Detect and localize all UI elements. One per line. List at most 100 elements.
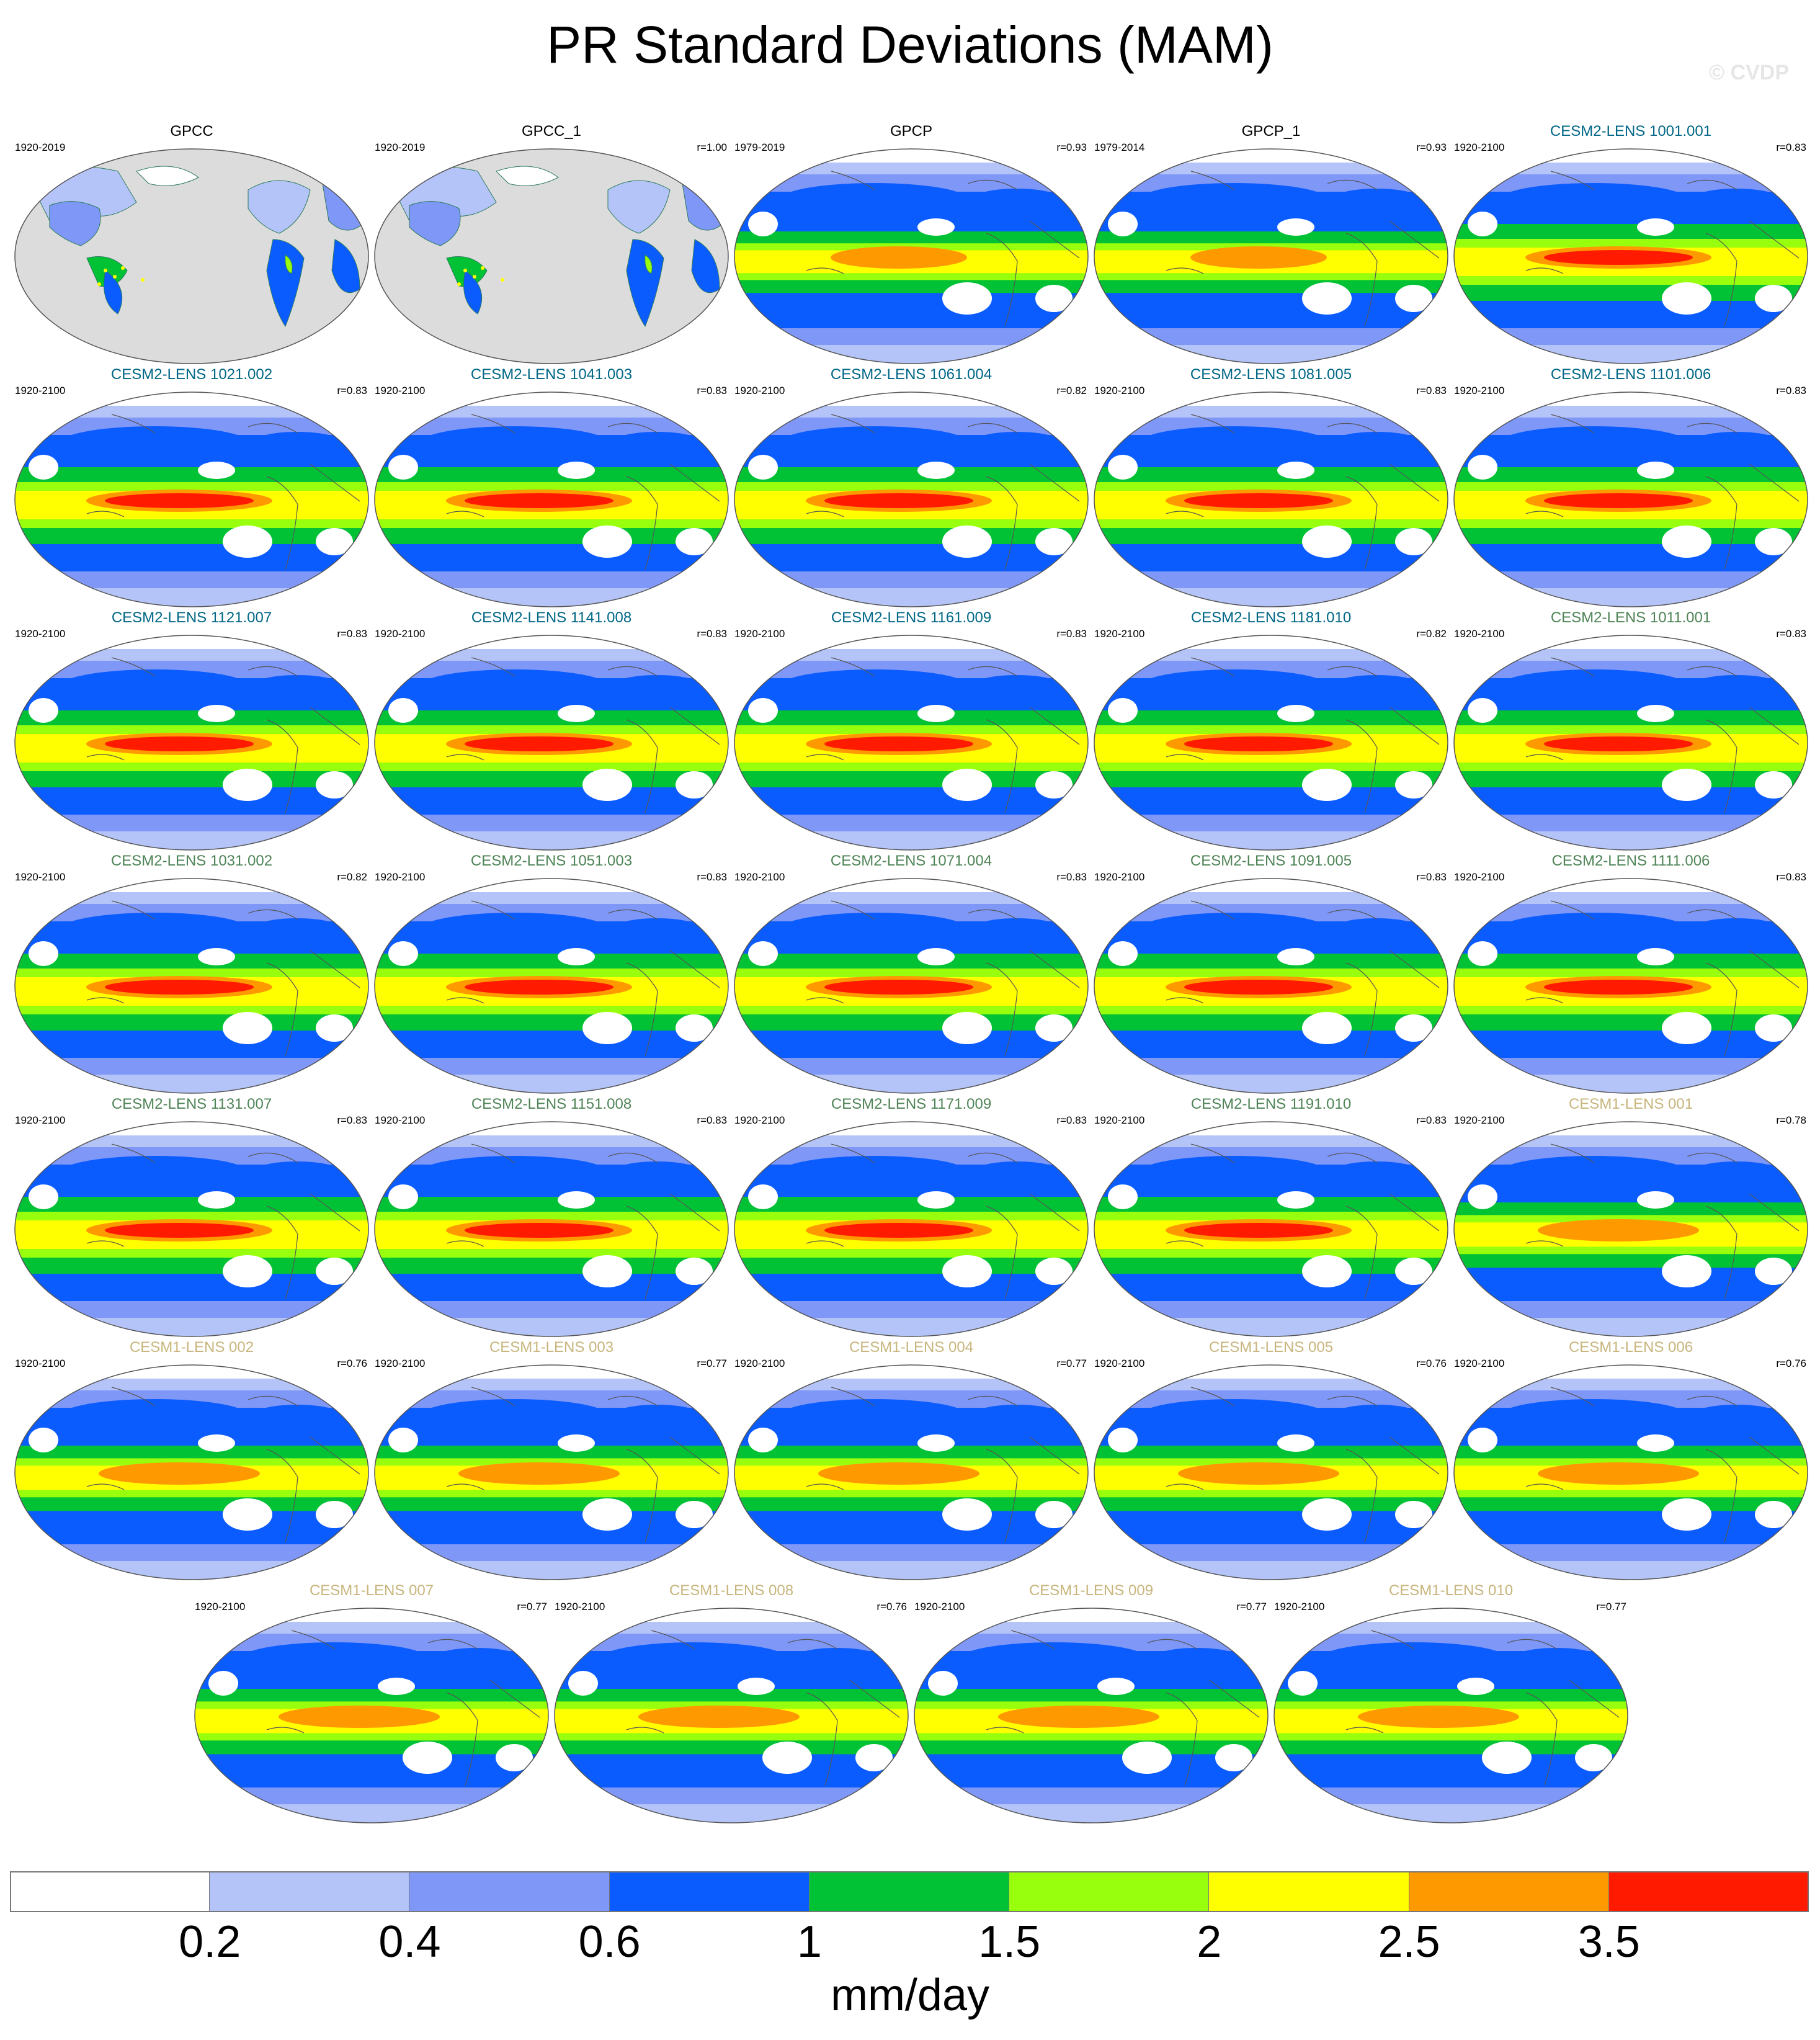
dry-zone xyxy=(582,526,632,558)
dry-zone xyxy=(316,1258,353,1285)
dry-zone xyxy=(1662,282,1711,315)
panel-title: CESM2-LENS 1161.009 xyxy=(831,609,992,626)
map-field xyxy=(375,879,728,1093)
map-field xyxy=(375,1122,728,1336)
coastline xyxy=(446,1483,484,1490)
map-panel: CESM2-LENS 1001.001 1920-2100 r=0.83 xyxy=(1452,123,1810,366)
world-map xyxy=(734,391,1089,607)
coastline xyxy=(248,1152,298,1163)
tropical-max xyxy=(1184,980,1333,995)
coastline xyxy=(1345,476,1378,570)
dry-zone xyxy=(1575,1744,1612,1771)
world-map xyxy=(1274,1608,1628,1823)
panel-title: CESM1-LENS 007 xyxy=(309,1582,434,1599)
coastline xyxy=(626,1449,658,1543)
tropical-max xyxy=(465,1223,613,1238)
storm-track xyxy=(248,675,347,702)
coastline xyxy=(266,1449,298,1543)
map-panel: CESM2-LENS 1191.010 1920-2100 r=0.83 xyxy=(1092,1096,1450,1339)
coastline xyxy=(669,707,720,745)
panel-correlation: r=0.83 xyxy=(337,385,367,396)
map-outline xyxy=(374,878,729,1094)
coastline xyxy=(1705,719,1737,813)
coastline xyxy=(111,1387,156,1407)
coastline xyxy=(111,1143,156,1163)
world-map xyxy=(1453,391,1808,607)
island-dot xyxy=(481,266,484,270)
map-field xyxy=(914,1608,1268,1823)
island-dot xyxy=(97,282,101,286)
map-field xyxy=(375,1365,728,1580)
panel-period: 1920-2100 xyxy=(15,871,66,883)
dry-zone xyxy=(1277,948,1314,965)
panel-title: CESM2-LENS 1031.002 xyxy=(110,852,273,869)
panel-period: 1920-2100 xyxy=(734,871,785,883)
map-panel: CESM2-LENS 1011.001 1920-2100 r=0.83 xyxy=(1452,609,1810,852)
panel-correlation: r=0.83 xyxy=(1416,385,1447,396)
tropical-max xyxy=(824,493,973,508)
dry-zone xyxy=(1637,705,1674,722)
panel-correlation: r=0.93 xyxy=(1416,141,1447,153)
panel-period: 1920-2100 xyxy=(1094,1358,1145,1369)
coastline xyxy=(86,754,125,761)
coastline xyxy=(266,476,298,570)
coastline xyxy=(1327,179,1378,190)
dry-zone xyxy=(942,526,992,558)
land-patch xyxy=(285,254,293,274)
panel-title: CESM2-LENS 1101.006 xyxy=(1550,366,1711,383)
dry-zone xyxy=(29,1184,58,1209)
map-outline xyxy=(1453,148,1808,364)
map-field xyxy=(734,149,1088,364)
panel-period: 1920-2100 xyxy=(1454,1114,1505,1126)
colorbar-tick-label: 3.5 xyxy=(1577,1917,1640,1967)
tropical-max xyxy=(1544,736,1693,751)
map-panel: CESM2-LENS 1181.010 1920-2100 r=0.82 xyxy=(1092,609,1450,852)
dry-zone xyxy=(1108,212,1138,236)
dry-zone xyxy=(1302,769,1352,801)
dry-zone xyxy=(1395,285,1432,312)
tropical-max xyxy=(1184,1223,1333,1238)
map-outline xyxy=(1094,878,1448,1094)
tropical-max xyxy=(1376,1709,1501,1724)
colorbar-swatch xyxy=(1608,1871,1809,1912)
storm-track xyxy=(1687,1405,1786,1432)
dry-zone xyxy=(1637,1434,1674,1452)
dry-zone xyxy=(1302,1498,1352,1531)
panel-correlation: r=0.83 xyxy=(1056,871,1087,883)
map-outline xyxy=(374,1364,729,1580)
map-outline xyxy=(734,148,1089,364)
map-panel: CESM1-LENS 005 1920-2100 r=0.76 xyxy=(1092,1339,1450,1582)
coastline xyxy=(446,511,484,517)
tropical-max xyxy=(657,1709,781,1724)
dry-zone xyxy=(676,771,713,799)
world-map xyxy=(14,635,369,851)
watermark: © CVDP xyxy=(1709,61,1789,84)
world-map xyxy=(1094,1121,1448,1337)
coastline xyxy=(1190,1387,1235,1407)
panel-period: 1920-2100 xyxy=(555,1601,605,1613)
panel-correlation: r=0.77 xyxy=(697,1358,727,1369)
dry-zone xyxy=(917,462,955,479)
panel-title: CESM2-LENS 1151.008 xyxy=(471,1096,632,1112)
map-outline xyxy=(1453,1121,1808,1337)
dry-zone xyxy=(1637,218,1674,236)
panel-correlation: r=0.76 xyxy=(1776,1358,1806,1369)
map-field xyxy=(1094,1365,1448,1580)
world-map xyxy=(734,635,1089,851)
panel-title: CESM1-LENS 010 xyxy=(1388,1582,1514,1599)
panel-title: CESM1-LENS 001 xyxy=(1568,1096,1693,1112)
panel-correlation: r=0.76 xyxy=(337,1358,367,1369)
dry-zone xyxy=(1468,1184,1497,1209)
storm-track xyxy=(61,1399,248,1431)
dry-zone xyxy=(1277,1191,1314,1209)
island-dot xyxy=(457,282,461,286)
map-panel: CESM2-LENS 1041.003 1920-2100 r=0.83 xyxy=(372,366,731,609)
dry-zone xyxy=(1395,528,1432,555)
map-outline xyxy=(1453,878,1808,1094)
coastline xyxy=(1190,1143,1235,1163)
panel-title: CESM1-LENS 003 xyxy=(489,1339,614,1356)
coastline xyxy=(967,666,1018,677)
tropical-max xyxy=(1544,250,1693,265)
coastline xyxy=(1389,707,1440,745)
world-map xyxy=(374,148,729,364)
